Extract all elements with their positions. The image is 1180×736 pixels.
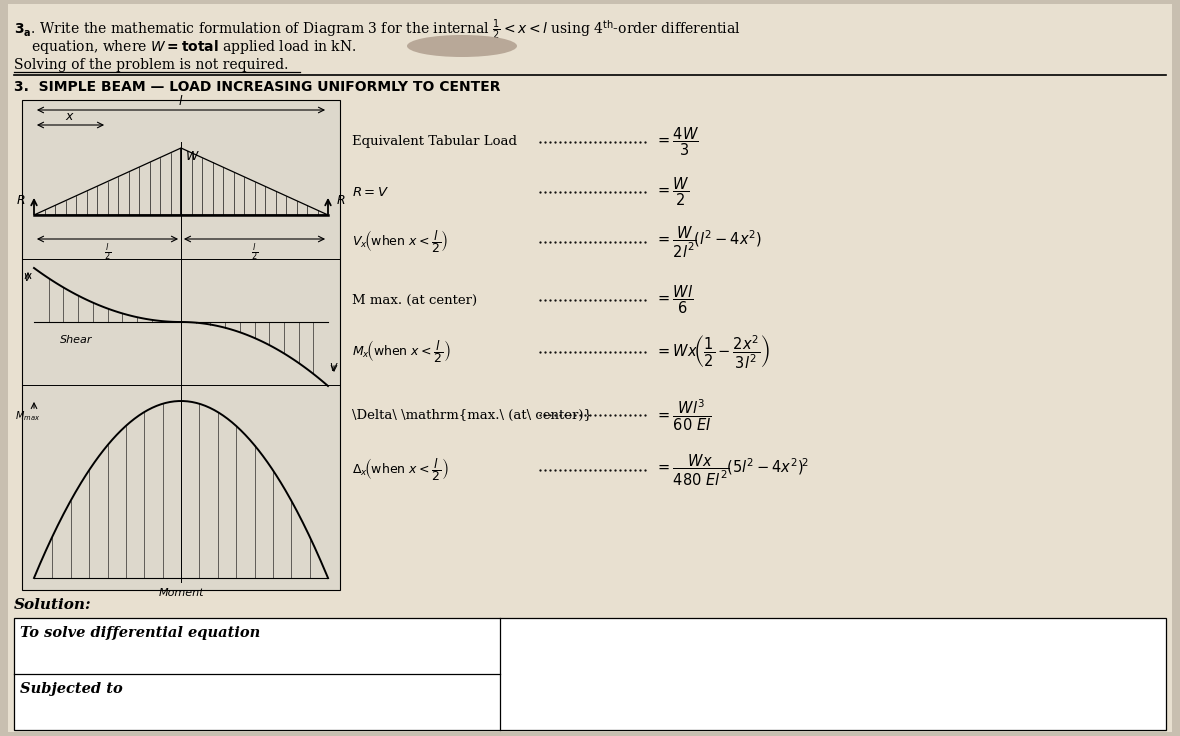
Bar <box>22 100 340 590</box>
Text: $V$: $V$ <box>329 361 339 373</box>
Text: $= \dfrac{Wl}{6}$: $= \dfrac{Wl}{6}$ <box>655 283 694 316</box>
Text: $= \dfrac{W}{2}$: $= \dfrac{W}{2}$ <box>655 176 690 208</box>
Text: Equivalent Tabular Load: Equivalent Tabular Load <box>352 135 517 149</box>
Text: M max. (at center): M max. (at center) <box>352 294 477 306</box>
Text: $\Delta_x\!\left(\mathrm{when}\ x<\dfrac{l}{2}\right)$: $\Delta_x\!\left(\mathrm{when}\ x<\dfrac… <box>352 456 448 484</box>
Text: $= \dfrac{Wx}{480\ El^2}\!\left(5l^2-4x^2\right)^{\!2}$: $= \dfrac{Wx}{480\ El^2}\!\left(5l^2-4x^… <box>655 453 808 488</box>
Text: $\frac{l}{2}$: $\frac{l}{2}$ <box>104 241 111 262</box>
Text: $M_{max}$: $M_{max}$ <box>15 409 40 422</box>
Text: Shear: Shear <box>60 335 92 345</box>
Text: Moment: Moment <box>158 588 204 598</box>
Text: $l$: $l$ <box>178 94 184 108</box>
Text: Solving of the problem is not required.: Solving of the problem is not required. <box>14 58 288 72</box>
Text: $R$: $R$ <box>17 194 26 208</box>
Text: $= Wx\!\left(\dfrac{1}{2}-\dfrac{2x^2}{3l^2}\right)$: $= Wx\!\left(\dfrac{1}{2}-\dfrac{2x^2}{3… <box>655 333 769 371</box>
Ellipse shape <box>407 35 517 57</box>
Text: $\frac{l}{2}$: $\frac{l}{2}$ <box>251 241 258 262</box>
Text: 3.  SIMPLE BEAM — LOAD INCREASING UNIFORMLY TO CENTER: 3. SIMPLE BEAM — LOAD INCREASING UNIFORM… <box>14 80 500 94</box>
Text: $V_x\!\left(\mathrm{when}\ x<\dfrac{l}{2}\right)$: $V_x\!\left(\mathrm{when}\ x<\dfrac{l}{2… <box>352 229 448 255</box>
Text: equation, where $W\mathbf{=total}$ applied load in kN.: equation, where $W\mathbf{=total}$ appli… <box>14 38 356 56</box>
Text: Subjected to: Subjected to <box>20 682 123 696</box>
Text: $\mathbf{3}_\mathbf{a}$. Write the mathematic formulation of Diagram 3 for the i: $\mathbf{3}_\mathbf{a}$. Write the mathe… <box>14 18 741 43</box>
Text: $= \dfrac{Wl^3}{60\ EI}$: $= \dfrac{Wl^3}{60\ EI}$ <box>655 397 712 433</box>
Text: Solution:: Solution: <box>14 598 92 612</box>
Text: $W$: $W$ <box>185 150 199 163</box>
Text: $V$: $V$ <box>24 271 33 283</box>
Text: To solve differential equation: To solve differential equation <box>20 626 261 640</box>
Text: $M_x\!\left(\mathrm{when}\ x<\dfrac{l}{2}\right)$: $M_x\!\left(\mathrm{when}\ x<\dfrac{l}{2… <box>352 339 451 366</box>
Text: $x$: $x$ <box>65 110 74 123</box>
Bar <box>14 618 1166 730</box>
Text: $R = V$: $R = V$ <box>352 185 389 199</box>
Text: \Delta\ \mathrm{max.\ (at\ center)}: \Delta\ \mathrm{max.\ (at\ center)} <box>352 408 592 422</box>
Text: $= \dfrac{W}{2l^2}\!\left(l^2-4x^2\right)$: $= \dfrac{W}{2l^2}\!\left(l^2-4x^2\right… <box>655 224 762 260</box>
Text: $R$: $R$ <box>336 194 346 208</box>
Text: $= \dfrac{4W}{3}$: $= \dfrac{4W}{3}$ <box>655 126 700 158</box>
